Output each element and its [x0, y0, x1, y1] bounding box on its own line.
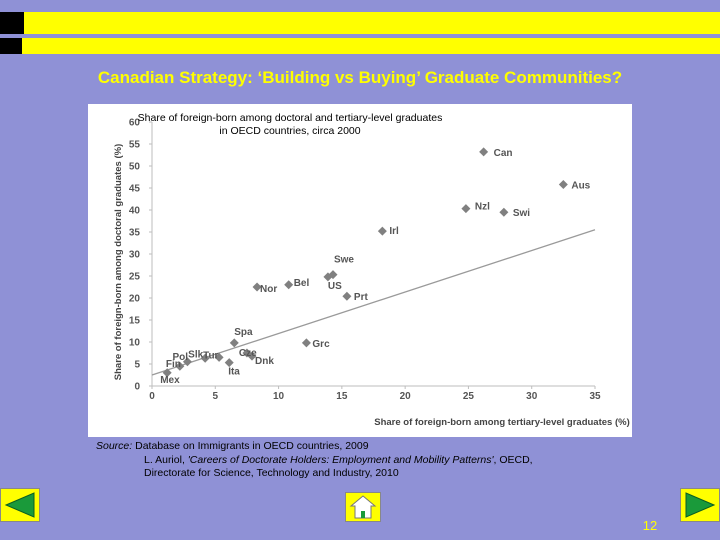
point-label: Prt [354, 292, 369, 303]
source-citation: Source: Database on Immigrants in OECD c… [96, 440, 656, 481]
source-line-1: Source: Database on Immigrants in OECD c… [96, 440, 656, 454]
point-label: Mex [160, 375, 180, 386]
second-decorative-band [0, 38, 720, 54]
scatter-point [224, 358, 234, 368]
scatter-point [342, 291, 352, 301]
x-tick-label: 10 [273, 391, 285, 402]
y-tick-label: 20 [129, 294, 141, 305]
y-tick-label: 50 [129, 162, 141, 173]
point-label: Slk [188, 349, 203, 360]
arrow-left-icon [4, 492, 35, 518]
chart-text-group: 0 5 10 15 20 25 30 35 0 5 10 15 20 25 30 35 40 45 50 55 60 Sh… [113, 118, 630, 429]
x-tick-label: 20 [400, 391, 412, 402]
point-label: Swi [513, 208, 530, 219]
point-label: Dnk [255, 356, 274, 367]
home-icon [349, 495, 377, 519]
x-axis-label: Share of foreign-born among tertiary-lev… [374, 417, 630, 428]
y-tick-label: 30 [129, 250, 141, 261]
y-tick-label: 55 [129, 140, 141, 151]
source-line-3: Directorate for Science, Technology and … [144, 467, 399, 479]
point-label: Aus [571, 180, 590, 191]
point-label: Grc [312, 339, 330, 350]
x-tick-label: 30 [526, 391, 538, 402]
y-tick-label: 40 [129, 206, 141, 217]
top-decorative-band [0, 12, 720, 34]
point-label: Nor [260, 284, 277, 295]
scatter-chart: 0 5 10 15 20 25 30 35 0 5 10 15 20 25 30 35 40 45 50 55 60 Sh… [113, 118, 630, 429]
page-number: 12 [642, 518, 658, 533]
point-label: Spa [234, 327, 253, 338]
source-line-2-suffix: , OECD, [493, 453, 533, 466]
point-label: Fin [166, 359, 181, 370]
x-tick-label: 5 [213, 391, 219, 402]
scatter-point [323, 272, 333, 282]
point-label: Pol [172, 352, 188, 363]
chart-title-line-1: Share of foreign-born among doctoral and… [137, 112, 443, 124]
y-tick-label: 0 [134, 382, 140, 393]
next-slide-button[interactable] [680, 488, 720, 522]
chart-title-line-2: in OECD countries, circa 2000 [219, 125, 361, 137]
chart-trendline-group [151, 229, 596, 376]
scatter-point [301, 338, 311, 348]
chart-axes [149, 121, 596, 389]
point-label: Tur [203, 350, 218, 361]
source-label: Source: [96, 440, 133, 452]
point-label: Bel [294, 278, 310, 289]
trendline [151, 229, 596, 376]
x-tick-label: 0 [149, 391, 155, 402]
point-label: Can [494, 148, 513, 159]
y-tick-label: 15 [129, 316, 141, 327]
point-label: Ita [228, 367, 240, 378]
scatter-point [200, 353, 210, 363]
source-line-2-prefix: L. Auriol, [144, 453, 188, 466]
scatter-point [182, 357, 192, 367]
scatter-point [252, 282, 262, 292]
top-band-dark-block [0, 12, 24, 34]
slide-title: Canadian Strategy: ‘Building vs Buying’ … [97, 68, 623, 87]
source-line-1-text: Database on Immigrants in OECD countries… [135, 440, 369, 452]
scatter-point [499, 207, 509, 217]
scatter-point [328, 270, 338, 280]
y-tick-label: 45 [129, 184, 141, 195]
scatter-point [162, 368, 172, 378]
scatter-point [229, 338, 239, 348]
arrow-right-icon [685, 492, 716, 518]
previous-slide-button[interactable] [0, 488, 40, 522]
y-tick-label: 25 [129, 272, 141, 283]
source-line-2: L. Auriol, 'Careers of Doctorate Holders… [96, 454, 656, 468]
x-tick-label: 15 [336, 391, 348, 402]
x-tick-label: 25 [463, 391, 475, 402]
scatter-point [479, 147, 489, 157]
chart-points-group [162, 147, 568, 378]
chart-title: Share of foreign-born among doctoral and… [88, 112, 492, 138]
point-label: Nzl [475, 202, 490, 213]
y-tick-label: 35 [129, 228, 141, 239]
point-label: Irl [389, 226, 399, 237]
x-tick-label: 35 [589, 391, 601, 402]
point-label: Swe [334, 255, 354, 266]
source-line-2-title: 'Careers of Doctorate Holders: Employmen… [187, 453, 494, 466]
scatter-point [461, 204, 471, 214]
home-button[interactable] [345, 492, 381, 522]
point-label: Cze [239, 348, 257, 359]
scatter-point [558, 179, 568, 189]
y-tick-label: 60 [129, 118, 141, 129]
scatter-point [214, 352, 224, 362]
point-label: US [328, 281, 342, 292]
scatter-point [284, 280, 294, 290]
scatter-point [175, 361, 185, 371]
y-tick-label: 10 [129, 338, 141, 349]
second-band-dark-block [0, 38, 22, 54]
y-tick-label: 5 [134, 360, 140, 371]
scatter-point [377, 226, 387, 236]
chart-panel: 0 5 10 15 20 25 30 35 0 5 10 15 20 25 30 35 40 45 50 55 60 Sh… [88, 104, 632, 437]
y-axis-label: Share of foreign-born among doctoral gra… [113, 144, 124, 380]
scatter-point [247, 351, 257, 361]
